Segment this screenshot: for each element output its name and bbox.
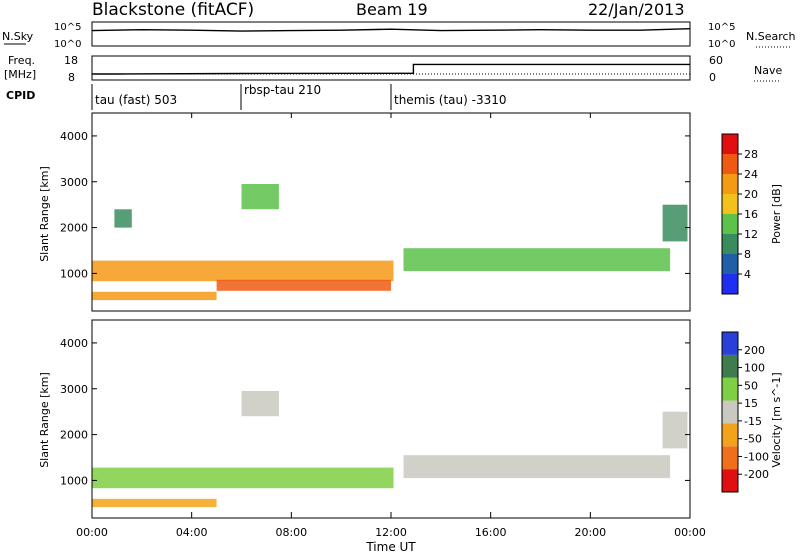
colorbar-segment-8 xyxy=(722,134,738,154)
freq-left-label-2: [MHz] xyxy=(4,68,36,81)
colorbar-segment-4 xyxy=(722,214,738,234)
velocity-y-axis: 1000 2000 3000 4000 xyxy=(60,337,690,487)
y-tick-label-2: 2000 xyxy=(60,222,88,235)
colorbar-segment-3 xyxy=(722,234,738,254)
y-tick-label-2: 2000 xyxy=(60,429,88,442)
colorbar-segment-7 xyxy=(722,154,738,174)
colorbar-segment-1 xyxy=(722,274,738,294)
noise-left-label: N.Sky xyxy=(2,30,34,43)
scatter-band-4 xyxy=(403,455,671,479)
scatter-band-1 xyxy=(92,467,394,489)
colorbar-segment-3 xyxy=(722,423,738,447)
scatter-band-6 xyxy=(403,248,671,272)
colorbar-tick-label-4: 16 xyxy=(744,208,758,221)
scatter-band-1 xyxy=(92,260,394,282)
freq-right-tick-top: 60 xyxy=(709,54,723,67)
freq-left-tick-bottom: 8 xyxy=(68,71,75,84)
colorbar-segment-6 xyxy=(722,174,738,194)
x-tick-label-3: 08:00 xyxy=(275,526,307,539)
freq-panel-frame xyxy=(91,55,691,81)
power-y-axis: 1000 2000 3000 4000 xyxy=(60,130,690,280)
scatter-band-7 xyxy=(662,204,688,242)
colorbar-tick-label-6: 24 xyxy=(744,168,758,181)
x-tick-label-6: 20:00 xyxy=(574,526,606,539)
colorbar-segment-6 xyxy=(722,354,738,378)
colorbar-tick-label-1: -200 xyxy=(744,468,769,481)
velocity-y-label: Slant Range [km] xyxy=(38,372,51,468)
y-tick-label-3: 3000 xyxy=(60,383,88,396)
freq-left-tick-top: 18 xyxy=(64,54,78,67)
colorbar-tick-label-6: 50 xyxy=(744,379,758,392)
x-tick-label-1: 00:00 xyxy=(76,526,108,539)
colorbar-tick-label-3: 12 xyxy=(744,228,758,241)
noise-right-tick-bottom: 10^0 xyxy=(708,39,735,50)
colorbar-tick-label-7: 100 xyxy=(744,362,765,375)
power-heatmap xyxy=(92,184,688,301)
freq-left-label-1: Freq. xyxy=(8,54,35,67)
colorbar-tick-label-2: -100 xyxy=(744,450,769,463)
power-colorbar-label: Power [dB] xyxy=(770,184,783,244)
power-y-label: Slant Range [km] xyxy=(38,166,51,262)
noise-right-label: N.Search xyxy=(746,30,796,43)
noise-sky-series-line xyxy=(91,28,691,32)
freq-right-label: Nave xyxy=(754,64,782,77)
freq-series-line xyxy=(92,63,690,75)
colorbar-segment-2 xyxy=(722,446,738,470)
scatter-band-3 xyxy=(216,279,391,291)
cpid-segment-3: themis (tau) -3310 xyxy=(394,93,507,107)
scatter-band-2 xyxy=(92,291,217,301)
colorbar-tick-label-3: -50 xyxy=(744,433,762,446)
velocity-heatmap xyxy=(92,391,688,508)
velocity-colorbar-label: Velocity [m s^-1] xyxy=(770,372,783,467)
cpid-label: CPID xyxy=(6,89,35,102)
freq-right-tick-bottom: 0 xyxy=(709,71,716,84)
colorbar-tick-label-7: 28 xyxy=(744,148,758,161)
y-tick-label-4: 4000 xyxy=(60,130,88,143)
noise-left-tick-top: 10^5 xyxy=(54,22,81,33)
colorbar-tick-label-4: -15 xyxy=(744,415,762,428)
colorbar-segment-2 xyxy=(722,254,738,274)
colorbar-tick-label-1: 4 xyxy=(744,268,751,281)
colorbar-tick-label-8: 200 xyxy=(744,344,765,357)
colorbar-tick-label-5: 15 xyxy=(744,397,758,410)
y-tick-label-1: 1000 xyxy=(60,267,88,280)
scatter-band-5 xyxy=(241,184,279,210)
velocity-colorbar: -200 -100 -50 -15 15 50 100 200 xyxy=(721,331,769,493)
x-axis-label: Time UT xyxy=(365,540,416,554)
colorbar-segment-4 xyxy=(722,400,738,424)
noise-left-tick-bottom: 10^0 xyxy=(54,39,81,50)
time-x-axis: 00:00 04:00 08:00 12:00 16:00 20:00 00:00 xyxy=(76,113,706,539)
y-tick-label-3: 3000 xyxy=(60,176,88,189)
power-colorbar: 4 8 12 16 20 24 28 xyxy=(721,133,758,295)
y-tick-label-4: 4000 xyxy=(60,337,88,350)
x-tick-label-5: 16:00 xyxy=(475,526,507,539)
noise-right-tick-top: 10^5 xyxy=(708,22,735,33)
scatter-band-3 xyxy=(241,391,279,417)
velocity-panel-frame xyxy=(91,319,691,519)
colorbar-segment-1 xyxy=(722,469,738,492)
site-title: Blackstone (fitACF) xyxy=(92,0,254,20)
scatter-band-2 xyxy=(92,498,217,508)
colorbar-frame xyxy=(721,331,739,493)
beam-label: Beam 19 xyxy=(356,0,428,19)
x-tick-label-7: 00:00 xyxy=(674,526,706,539)
colorbar-tick-label-2: 8 xyxy=(744,248,751,261)
colorbar-segment-7 xyxy=(722,332,738,355)
x-tick-label-2: 04:00 xyxy=(176,526,208,539)
cpid-segment-2: rbsp-tau 210 xyxy=(244,83,321,97)
cpid-segment-1: tau (fast) 503 xyxy=(95,93,177,107)
colorbar-tick-label-5: 20 xyxy=(744,188,758,201)
date-label: 22/Jan/2013 xyxy=(588,0,685,19)
x-tick-label-4: 12:00 xyxy=(375,526,407,539)
colorbar-segment-5 xyxy=(722,194,738,214)
y-tick-label-1: 1000 xyxy=(60,474,88,487)
noise-panel-frame xyxy=(91,21,691,47)
scatter-band-5 xyxy=(662,411,688,449)
colorbar-segment-5 xyxy=(722,377,738,401)
scatter-band-4 xyxy=(114,209,132,228)
